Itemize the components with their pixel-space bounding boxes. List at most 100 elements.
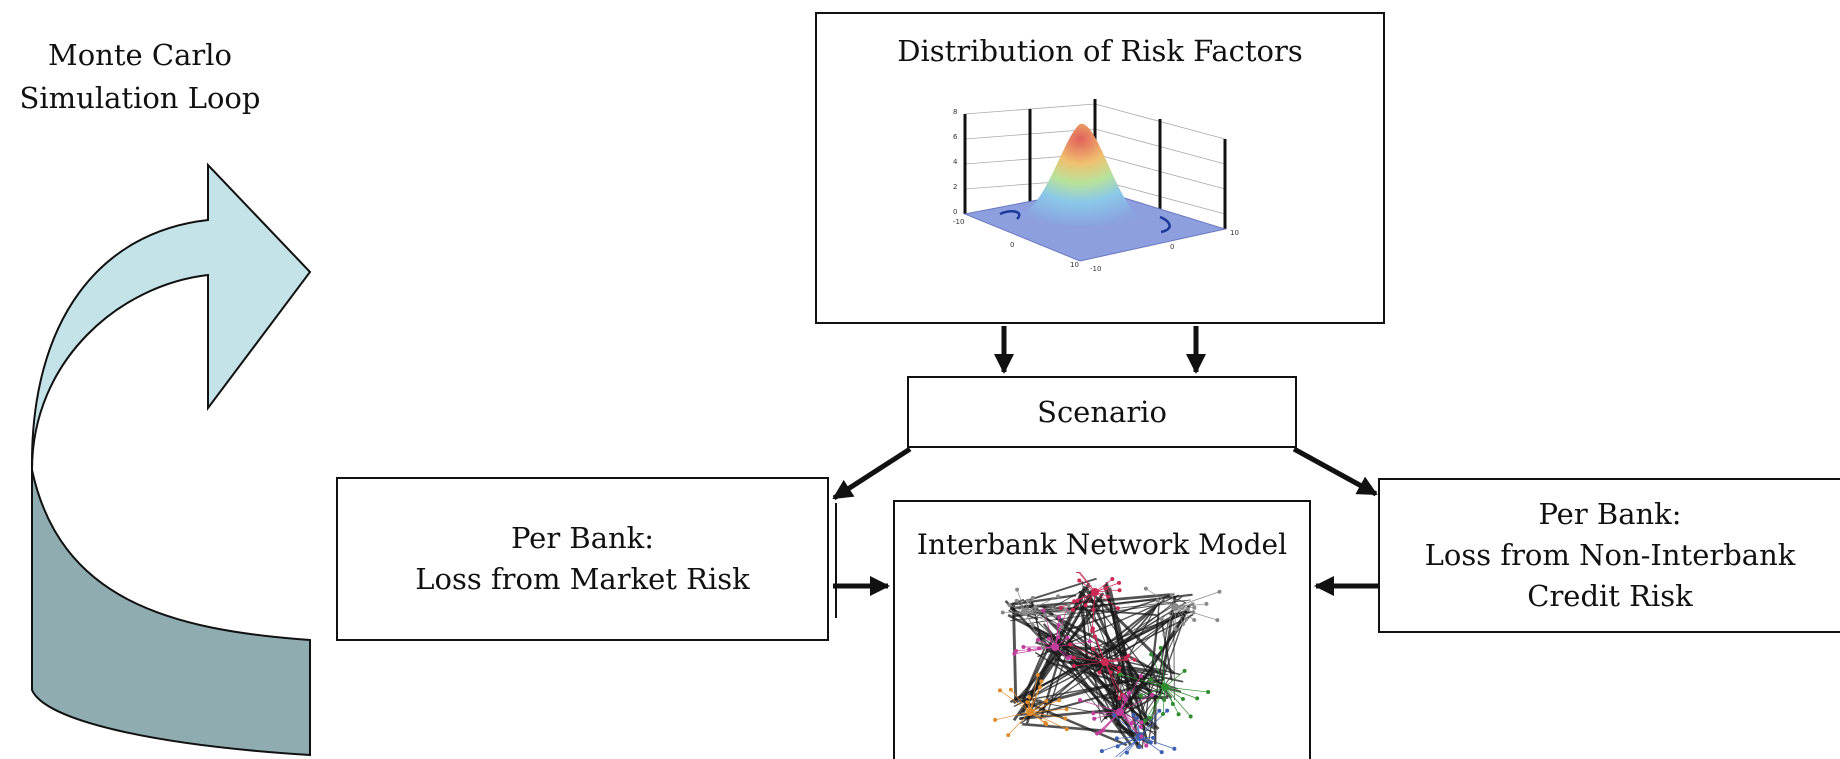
network-node <box>1157 708 1162 713</box>
network-edge <box>1151 612 1160 675</box>
network-node <box>1138 724 1143 729</box>
network-spoke <box>1119 694 1153 713</box>
x-tick: 0 <box>1010 241 1014 249</box>
network-spoke <box>1024 611 1044 648</box>
network-node <box>1139 720 1144 725</box>
network-node <box>1021 645 1026 650</box>
network-node <box>1181 621 1186 626</box>
network-node <box>1138 674 1143 679</box>
network-node <box>1162 632 1167 637</box>
loop-arrow-icon <box>30 162 312 757</box>
credit-risk-line1: Per Bank: <box>1538 497 1682 531</box>
network-node <box>1192 618 1197 623</box>
network-node <box>1206 690 1211 695</box>
market-risk-line2: Loss from Market Risk <box>415 562 750 596</box>
network-spoke <box>1150 654 1166 688</box>
network-node <box>1217 589 1222 594</box>
network-node <box>1143 586 1148 591</box>
network-node <box>1117 696 1122 701</box>
network-node <box>1106 594 1111 599</box>
network-node <box>1033 604 1038 609</box>
network-spoke <box>1139 736 1175 750</box>
network-node <box>1176 712 1181 717</box>
x-tick: 10 <box>1070 261 1079 269</box>
network-edge <box>1029 601 1160 731</box>
network-spoke <box>1104 655 1129 663</box>
network-spoke <box>1140 686 1166 697</box>
network-node <box>1191 610 1196 615</box>
network-node <box>1159 750 1164 755</box>
network-edge <box>1046 634 1167 702</box>
distribution-box: Distribution of Risk Factors <box>815 12 1385 324</box>
network-spoke <box>999 690 1031 713</box>
network-node <box>1115 744 1120 749</box>
network-edge <box>1100 614 1192 724</box>
plot-contours <box>999 210 1171 234</box>
network-node <box>1070 607 1075 612</box>
network-hub-node <box>1161 683 1169 691</box>
network-node <box>1035 672 1040 677</box>
network-node <box>1117 588 1122 593</box>
network-node <box>1129 721 1134 726</box>
distribution-title: Distribution of Risk Factors <box>897 34 1303 68</box>
network-nodes <box>993 572 1222 757</box>
network-edge <box>1037 594 1180 658</box>
network-node <box>1063 716 1068 721</box>
network-node <box>1066 610 1071 615</box>
z-tick: 4 <box>953 158 958 166</box>
network-node <box>1041 645 1046 650</box>
scenario-label: Scenario <box>1037 394 1167 429</box>
network-node <box>1111 713 1116 718</box>
network-graph <box>993 572 1222 757</box>
network-hub-node <box>1021 608 1029 616</box>
network-edge <box>1173 620 1175 700</box>
network-node <box>1083 603 1088 608</box>
network-node <box>997 688 1002 693</box>
network-edge <box>1094 651 1118 714</box>
network-node <box>1052 614 1057 619</box>
network-spoke <box>1079 699 1121 713</box>
credit-risk-line2: Loss from Non-Interbank <box>1424 538 1796 572</box>
network-spoke <box>1119 711 1142 728</box>
network-node <box>1006 733 1011 738</box>
scenario-box: Scenario <box>907 376 1297 448</box>
network-spoke <box>1118 736 1141 757</box>
network-node <box>1015 587 1020 592</box>
network-node <box>1064 727 1069 732</box>
network-node <box>1090 627 1095 632</box>
network-spoke <box>1029 674 1039 713</box>
network-spoke <box>1024 611 1062 628</box>
credit-risk-box: Per Bank: Loss from Non-Interbank Credit… <box>1378 478 1840 633</box>
network-spoke <box>1164 686 1191 717</box>
network-hub-node <box>1101 658 1109 666</box>
network-spoke <box>1144 686 1166 722</box>
network-node <box>1180 697 1185 702</box>
network-spoke <box>1015 646 1056 652</box>
network-node <box>1148 740 1153 745</box>
network-spoke <box>1070 644 1106 663</box>
network-node <box>1027 647 1032 652</box>
loop-arrow-back <box>31 469 311 757</box>
network-spoke <box>1073 661 1106 667</box>
y-tick: -10 <box>1090 265 1101 273</box>
network-spoke <box>1139 736 1162 753</box>
network-node <box>1159 616 1164 621</box>
plot-peak-surface <box>1020 123 1140 227</box>
network-spoke <box>994 711 1031 721</box>
x-tick: -10 <box>953 218 964 226</box>
network-node <box>1044 722 1049 727</box>
network-node <box>1184 617 1189 622</box>
network-spoke <box>1119 675 1142 713</box>
network-node <box>1027 695 1032 700</box>
network-node <box>1148 715 1153 720</box>
network-node <box>1172 746 1177 751</box>
network-node <box>1092 634 1097 639</box>
network-node <box>1173 627 1178 632</box>
network-spoke <box>1160 647 1166 688</box>
network-spoke <box>1029 708 1067 713</box>
network-node <box>1078 698 1083 703</box>
network-node <box>1066 603 1071 608</box>
network-edge <box>1081 604 1157 700</box>
y-tick: 0 <box>1170 243 1174 251</box>
z-tick: 8 <box>953 108 957 116</box>
